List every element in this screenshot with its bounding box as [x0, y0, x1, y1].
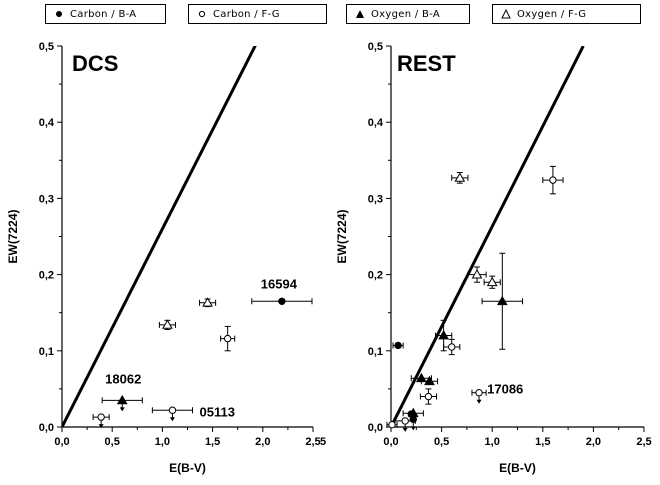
- y-tick-label: 0,5: [39, 41, 54, 53]
- data-point-triangle: [454, 172, 466, 182]
- star-annotation: 18062: [105, 372, 141, 387]
- x-axis-label: E(B-V): [499, 461, 536, 475]
- data-point-triangle: [496, 295, 508, 306]
- data-point-circle: [448, 343, 456, 351]
- upper-limit-arrowhead: [169, 417, 175, 422]
- star-annotation: 17086: [487, 381, 523, 396]
- reference-line: [391, 46, 585, 427]
- rest-panel: 0,0 0,5 1,0 1,5 2,0 2,5 0,0 0,1 0,2 0,3 0,4 0,5 E(B-…: [335, 41, 652, 475]
- data-point-circle: [549, 176, 557, 184]
- x-tick-label: 0,0: [383, 436, 398, 448]
- y-axis-label: EW(7224): [335, 209, 349, 263]
- data-point-circle: [97, 413, 105, 421]
- data-point-circle: [278, 297, 286, 305]
- y-axis-label: EW(7224): [6, 209, 20, 263]
- legend-oxygen-fg: Oxygen / F-G: [492, 4, 641, 24]
- x-tick-label: 1,0: [155, 436, 170, 448]
- y-tick-label: 0,2: [39, 270, 54, 282]
- x-tick-label: 0,5: [105, 436, 120, 448]
- data-point-circle: [223, 334, 232, 343]
- legend-carbon-ba: Carbon / B-A: [45, 4, 166, 24]
- data-point-triangle: [486, 276, 498, 287]
- y-tick-label: 0,4: [368, 117, 384, 129]
- upper-limit-arrowhead: [476, 399, 482, 404]
- data-point-triangle: [407, 407, 419, 418]
- x-tick-label: 1,0: [485, 436, 500, 448]
- x-tick-label: 1,5: [535, 436, 550, 448]
- panel-title: REST: [397, 51, 456, 76]
- y-tick-label: 0,0: [368, 422, 383, 434]
- legend-oxygen-ba: Oxygen / B-A: [346, 4, 470, 24]
- data-point-triangle: [162, 319, 173, 329]
- x-tick-label: 0,0: [54, 436, 69, 448]
- x-tick-label: 2,5: [636, 436, 651, 448]
- y-tick-label: 0,1: [39, 346, 54, 358]
- y-tick-label: 0,2: [368, 270, 383, 282]
- y-tick-label: 0,3: [368, 193, 383, 205]
- data-point-triangle: [202, 297, 213, 307]
- legend-label: Carbon / F-G: [213, 8, 280, 20]
- legend-label: Oxygen / F-G: [517, 8, 587, 20]
- y-tick-label: 0,5: [368, 41, 383, 53]
- panel-title: DCS: [72, 51, 118, 76]
- filled-circle-icon: [56, 11, 62, 17]
- star-annotation: 05113: [200, 404, 235, 419]
- upper-limit-arrowhead: [402, 427, 408, 432]
- data-point-circle: [168, 406, 177, 414]
- x-tick-label: 5: [320, 436, 326, 448]
- star-annotation: 16594: [261, 276, 298, 291]
- data-point-triangle: [438, 330, 449, 340]
- data-point-triangle: [424, 375, 435, 386]
- y-tick-label: 0,3: [39, 193, 54, 205]
- y-tick-label: 0,4: [39, 117, 55, 129]
- y-tick-label: 0,0: [39, 422, 54, 434]
- filled-triangle-icon: [356, 10, 364, 18]
- x-axis-label: E(B-V): [169, 461, 206, 475]
- data-point-circle: [424, 392, 433, 401]
- y-tick-label: 0,1: [368, 346, 383, 358]
- dcs-panel: 0,0 0,5 1,0 1,5 2,0 2,5 5 0,0 0,1 0,2 0,3 0,4 0,5 E(B…: [6, 41, 326, 475]
- legend-carbon-fg: Carbon / F-G: [188, 4, 327, 24]
- legend-label: Oxygen / B-A: [371, 8, 440, 20]
- data-point-circle: [475, 389, 483, 397]
- x-tick-label: 1,5: [205, 436, 220, 448]
- data-point-triangle: [471, 269, 483, 279]
- open-triangle-icon: [501, 8, 511, 19]
- data-point-triangle: [116, 394, 128, 405]
- upper-limit-arrowhead: [410, 426, 416, 431]
- data-point-circle: [401, 417, 409, 425]
- x-tick-label: 2,0: [586, 436, 601, 448]
- open-circle-icon: [198, 10, 206, 18]
- reference-line: [62, 46, 257, 427]
- data-point-circle: [388, 421, 396, 429]
- legend-label: Carbon / B-A: [70, 8, 137, 20]
- data-point-circle: [394, 341, 402, 350]
- x-tick-label: 2,0: [255, 436, 270, 448]
- upper-limit-arrowhead: [98, 424, 104, 429]
- x-tick-label: 2,5: [305, 436, 320, 448]
- upper-limit-arrowhead: [119, 407, 125, 412]
- x-tick-label: 0,5: [434, 436, 449, 448]
